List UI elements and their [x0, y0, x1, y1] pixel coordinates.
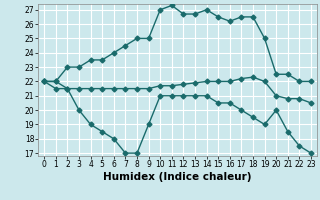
X-axis label: Humidex (Indice chaleur): Humidex (Indice chaleur): [103, 172, 252, 182]
